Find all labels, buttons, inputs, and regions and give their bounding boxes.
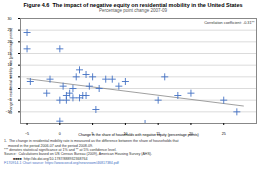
html-text:■■■■ http://dx.doi.org/10.1787: ■■■■ http://dx.doi.org/10.1787/888932368…: [4, 156, 88, 161]
html-text:Percentage point change 2007-0: Percentage point change 2007-09: [99, 8, 167, 14]
html-text:*** denotes statistical signif: *** denotes statistical significance at …: [4, 148, 117, 153]
html-text:F170914-1 Chart source: https:: F170914-1 Chart source: https://www.oecd…: [4, 161, 119, 165]
svg-text:25: 25: [222, 133, 226, 137]
svg-text:Change in the share of househo: Change in the share of households with n…: [78, 133, 198, 137]
svg-text:Change in residential mobility: Change in residential mobility rate (per…: [9, 28, 13, 114]
svg-text:0: 0: [59, 133, 61, 137]
html-text:Figure 4.6 The impact of negat: Figure 4.6 The impact of negative equity…: [23, 2, 243, 8]
svg-text:30: 30: [8, 17, 12, 21]
svg-text:−5: −5: [25, 133, 29, 137]
svg-text:Correlation coefficient: -0.31: Correlation coefficient: -0.31**: [204, 22, 255, 26]
html-text:Source: Calculations based on: Source: Calculations based on US Census …: [4, 152, 152, 157]
html-text:1. The change in residential m: 1. The change in residential mobility ra…: [4, 139, 179, 144]
html-text:moved in the period 2006-07 an: moved in the period 2006-07 and the peri…: [4, 143, 93, 148]
